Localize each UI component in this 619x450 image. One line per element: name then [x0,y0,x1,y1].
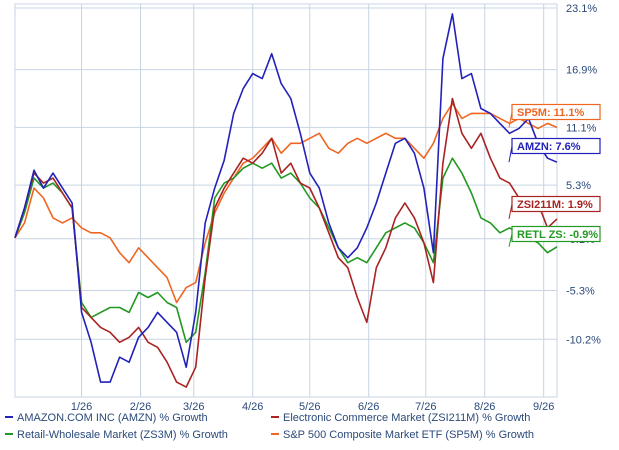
y-tick-label: 11.1% [566,122,597,134]
end-label-amzn: AMZN: 7.6% [508,137,601,163]
end-label-sp5m: SP5M: 11.1% [508,103,601,128]
plot-frame [14,3,558,398]
end-label-box [511,103,601,121]
y-tick-label: -10.2% [566,334,601,346]
x-tick-label: 7/26 [415,401,436,413]
end-label-box [511,225,601,243]
legend: AMAZON.COM INC (AMZN) % Growth Electroni… [5,412,534,441]
x-tick-label: 9/26 [533,401,554,413]
x-tick-label: 5/26 [299,401,320,413]
end-label-text: ZSI211M: 1.9% [517,199,593,211]
y-tick-label: 16.9% [566,65,597,77]
end-label-box [511,137,601,155]
series-line-s-p-500 [14,102,558,304]
x-tick-label: 1/26 [71,401,92,413]
end-label-retl-zs: RETL ZS: -0.9% [508,225,601,247]
x-tick-label: 6/26 [358,401,379,413]
legend-label-sp5m: S&P 500 Composite Market ETF (SP5M) % Gr… [283,429,534,441]
legend-item-amzn: AMAZON.COM INC (AMZN) % Growth [5,412,208,424]
legend-item-zs3m: Retail-Wholesale Market (ZS3M) % Growth [5,429,228,441]
x-tick-label: 8/26 [474,401,495,413]
series-line-retail-wholesale-market [14,157,558,344]
end-label-zsi211m: ZSI211M: 1.9% [508,195,601,220]
end-label-text: RETL ZS: -0.9% [517,229,598,241]
series-layer [14,13,558,388]
legend-label-zsi211m: Electronic Commerce Market (ZSI211M) % G… [283,412,530,424]
end-labels: SP5M: 11.1% AMZN: 7.6% ZSI211M: 1.9% RETL Z… [508,103,601,247]
end-label-text: SP5M: 11.1% [517,107,584,119]
y-tick-label: -5.3% [566,286,595,298]
series-line-amazon-com-inc [14,13,558,383]
y-tick-label: 5.3% [566,180,591,192]
legend-item-sp5m: S&P 500 Composite Market ETF (SP5M) % Gr… [271,429,534,441]
grid-layer [14,3,558,398]
legend-item-zsi211m: Electronic Commerce Market (ZSI211M) % G… [271,412,530,424]
x-tick-label: 4/26 [242,401,263,413]
legend-label-zs3m: Retail-Wholesale Market (ZS3M) % Growth [17,429,228,441]
series-line-electronic-commerce-market [14,97,558,388]
x-tick-label: 3/26 [183,401,204,413]
end-label-box [511,195,601,213]
y-tick-label: 23.1% [566,3,597,15]
x-tick-label: 2/26 [130,401,151,413]
legend-label-amzn: AMAZON.COM INC (AMZN) % Growth [17,412,208,424]
end-label-text: AMZN: 7.6% [517,141,581,153]
y-axis: 23.1%16.9%11.1%5.3%-0.1%-5.3%-10.2% [566,3,601,346]
x-axis: 1/26 2/26 3/26 4/26 5/26 6/26 7/26 8/26 9/26 [71,401,555,413]
